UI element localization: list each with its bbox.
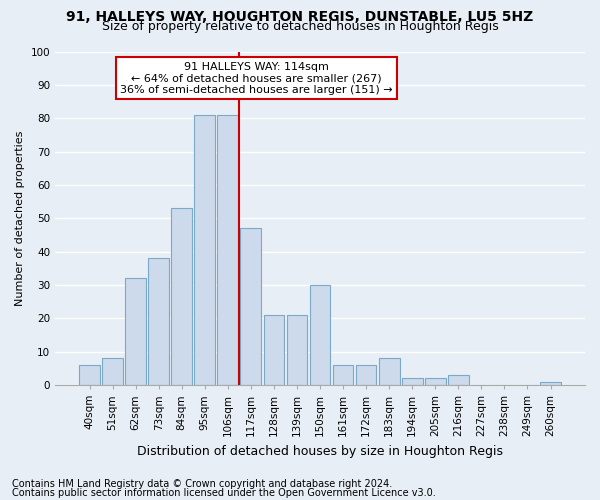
Text: 91, HALLEYS WAY, HOUGHTON REGIS, DUNSTABLE, LU5 5HZ: 91, HALLEYS WAY, HOUGHTON REGIS, DUNSTAB… bbox=[67, 10, 533, 24]
Bar bbox=[102, 358, 123, 385]
Bar bbox=[172, 208, 192, 385]
Text: Size of property relative to detached houses in Houghton Regis: Size of property relative to detached ho… bbox=[101, 20, 499, 33]
Bar bbox=[263, 315, 284, 385]
Bar bbox=[148, 258, 169, 385]
Text: Contains public sector information licensed under the Open Government Licence v3: Contains public sector information licen… bbox=[12, 488, 436, 498]
Bar bbox=[332, 365, 353, 385]
Bar bbox=[402, 378, 422, 385]
Bar bbox=[241, 228, 261, 385]
Bar bbox=[287, 315, 307, 385]
Bar bbox=[217, 115, 238, 385]
Bar bbox=[125, 278, 146, 385]
Text: Contains HM Land Registry data © Crown copyright and database right 2024.: Contains HM Land Registry data © Crown c… bbox=[12, 479, 392, 489]
Bar bbox=[425, 378, 446, 385]
Bar bbox=[310, 285, 331, 385]
Y-axis label: Number of detached properties: Number of detached properties bbox=[15, 130, 25, 306]
Text: 91 HALLEYS WAY: 114sqm
← 64% of detached houses are smaller (267)
36% of semi-de: 91 HALLEYS WAY: 114sqm ← 64% of detached… bbox=[120, 62, 393, 94]
X-axis label: Distribution of detached houses by size in Houghton Regis: Distribution of detached houses by size … bbox=[137, 444, 503, 458]
Bar bbox=[194, 115, 215, 385]
Bar bbox=[79, 365, 100, 385]
Bar bbox=[540, 382, 561, 385]
Bar bbox=[379, 358, 400, 385]
Bar bbox=[356, 365, 376, 385]
Bar bbox=[448, 375, 469, 385]
